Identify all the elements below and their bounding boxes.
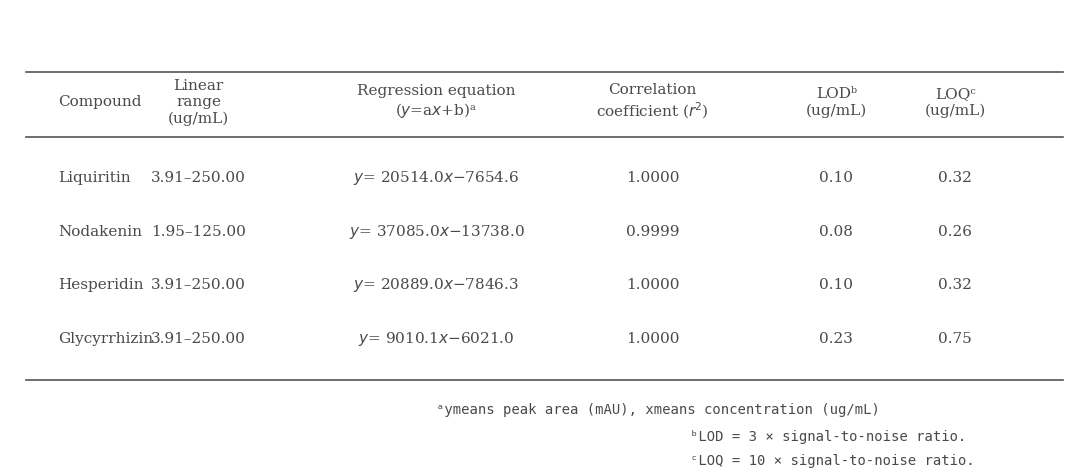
Text: $y$= 20889.0$x$−7846.3: $y$= 20889.0$x$−7846.3	[354, 276, 519, 294]
Text: 1.0000: 1.0000	[626, 332, 680, 346]
Text: 1.95–125.00: 1.95–125.00	[151, 225, 246, 238]
Text: ᵃymeans peak area (mAU), xmeans concentration (ug/mL): ᵃymeans peak area (mAU), xmeans concentr…	[437, 403, 880, 417]
Text: 0.26: 0.26	[938, 225, 972, 238]
Text: Liquiritin: Liquiritin	[58, 171, 131, 185]
Text: $y$= 37085.0$x$−13738.0: $y$= 37085.0$x$−13738.0	[348, 222, 524, 240]
Text: 0.08: 0.08	[819, 225, 853, 238]
Text: ᶜLOQ = 10 × signal-to-noise ratio.: ᶜLOQ = 10 × signal-to-noise ratio.	[690, 455, 975, 468]
Text: $y$= 9010.1$x$−6021.0: $y$= 9010.1$x$−6021.0	[358, 331, 515, 348]
Text: $y$= 20514.0$x$−7654.6: $y$= 20514.0$x$−7654.6	[353, 169, 519, 187]
Text: 0.32: 0.32	[939, 171, 972, 185]
Text: ᵇLOD = 3 × signal-to-noise ratio.: ᵇLOD = 3 × signal-to-noise ratio.	[690, 430, 967, 444]
Text: Nodakenin: Nodakenin	[58, 225, 143, 238]
Text: Hesperidin: Hesperidin	[58, 278, 144, 293]
Text: 1.0000: 1.0000	[626, 278, 680, 293]
Text: 3.91–250.00: 3.91–250.00	[151, 278, 246, 293]
Text: Linear
range
(ug/mL): Linear range (ug/mL)	[168, 79, 230, 125]
Text: 3.91–250.00: 3.91–250.00	[151, 171, 246, 185]
Text: 0.10: 0.10	[819, 278, 854, 293]
Text: Correlation
coefficient ($r$$^2$): Correlation coefficient ($r$$^2$)	[597, 84, 709, 121]
Text: 0.9999: 0.9999	[626, 225, 680, 238]
Text: 0.23: 0.23	[819, 332, 853, 346]
Text: LOQᶜ
(ug/mL): LOQᶜ (ug/mL)	[925, 87, 986, 117]
Text: 0.75: 0.75	[939, 332, 972, 346]
Text: 0.32: 0.32	[939, 278, 972, 293]
Text: 1.0000: 1.0000	[626, 171, 680, 185]
Text: LODᵇ
(ug/mL): LODᵇ (ug/mL)	[806, 87, 867, 117]
Text: 0.10: 0.10	[819, 171, 854, 185]
Text: Compound: Compound	[58, 95, 142, 109]
Text: Glycyrrhizin: Glycyrrhizin	[58, 332, 154, 346]
Text: 3.91–250.00: 3.91–250.00	[151, 332, 246, 346]
Text: Regression equation
($y$=a$x$+b)ᵃ: Regression equation ($y$=a$x$+b)ᵃ	[357, 84, 516, 120]
